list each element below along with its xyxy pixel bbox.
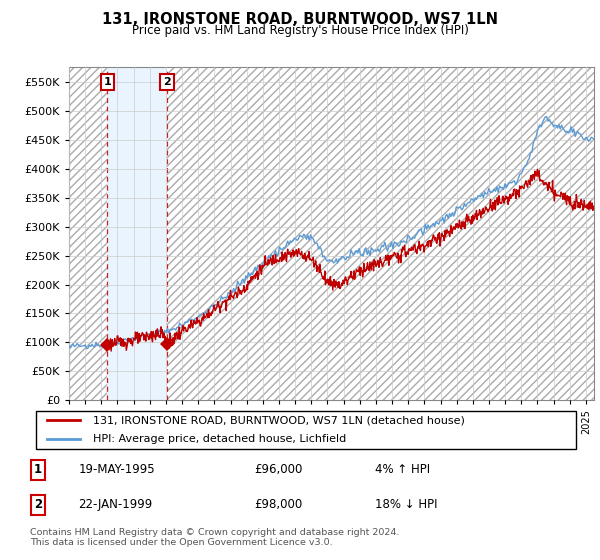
Bar xyxy=(69,67,107,400)
FancyBboxPatch shape xyxy=(35,411,577,449)
Text: Price paid vs. HM Land Registry's House Price Index (HPI): Price paid vs. HM Land Registry's House … xyxy=(131,24,469,36)
Text: HPI: Average price, detached house, Lichfield: HPI: Average price, detached house, Lich… xyxy=(94,435,347,445)
Text: £96,000: £96,000 xyxy=(254,463,302,476)
Text: 131, IRONSTONE ROAD, BURNTWOOD, WS7 1LN: 131, IRONSTONE ROAD, BURNTWOOD, WS7 1LN xyxy=(102,12,498,27)
Text: £98,000: £98,000 xyxy=(254,498,302,511)
Text: 131, IRONSTONE ROAD, BURNTWOOD, WS7 1LN (detached house): 131, IRONSTONE ROAD, BURNTWOOD, WS7 1LN … xyxy=(94,415,466,425)
Text: 1: 1 xyxy=(104,77,112,87)
Text: 4% ↑ HPI: 4% ↑ HPI xyxy=(375,463,430,476)
Bar xyxy=(167,67,594,400)
Text: 1: 1 xyxy=(34,463,42,476)
Text: 18% ↓ HPI: 18% ↓ HPI xyxy=(375,498,437,511)
Text: 2: 2 xyxy=(163,77,171,87)
Text: 2: 2 xyxy=(34,498,42,511)
Text: 19-MAY-1995: 19-MAY-1995 xyxy=(78,463,155,476)
Bar xyxy=(107,67,167,400)
Text: 22-JAN-1999: 22-JAN-1999 xyxy=(78,498,152,511)
Text: Contains HM Land Registry data © Crown copyright and database right 2024.
This d: Contains HM Land Registry data © Crown c… xyxy=(30,528,400,547)
